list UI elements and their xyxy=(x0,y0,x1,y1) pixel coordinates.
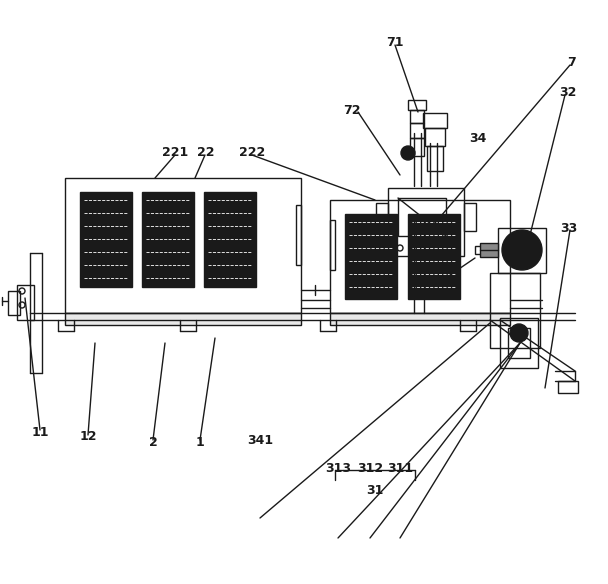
Text: 221: 221 xyxy=(162,145,188,158)
Bar xyxy=(330,220,335,270)
Text: 72: 72 xyxy=(344,103,361,116)
Bar xyxy=(345,214,397,299)
Bar xyxy=(65,313,301,325)
Bar xyxy=(427,146,443,171)
Bar xyxy=(17,285,34,320)
Bar xyxy=(204,192,256,287)
Text: 12: 12 xyxy=(79,430,97,443)
Bar xyxy=(330,200,510,313)
Bar xyxy=(464,203,476,231)
Text: 31: 31 xyxy=(366,484,384,496)
Text: 22: 22 xyxy=(197,145,215,158)
Text: 7: 7 xyxy=(568,55,576,68)
Text: 32: 32 xyxy=(559,85,576,99)
Bar xyxy=(480,243,498,257)
Bar xyxy=(508,328,530,358)
Bar xyxy=(398,198,446,236)
Text: 311: 311 xyxy=(387,461,413,474)
Text: 34: 34 xyxy=(469,131,486,144)
Bar xyxy=(388,188,464,256)
Text: 341: 341 xyxy=(247,433,273,447)
Text: 2: 2 xyxy=(148,436,157,450)
Bar xyxy=(410,138,424,156)
Bar xyxy=(410,110,424,123)
Circle shape xyxy=(401,146,415,160)
Bar xyxy=(142,192,194,287)
Text: 71: 71 xyxy=(386,36,404,48)
Bar xyxy=(80,192,132,287)
Text: 11: 11 xyxy=(31,426,49,439)
Bar xyxy=(425,128,445,146)
Bar xyxy=(475,246,485,254)
Bar xyxy=(8,291,20,315)
Text: 313: 313 xyxy=(325,461,351,474)
Text: 33: 33 xyxy=(561,221,578,235)
Bar xyxy=(330,313,510,325)
Text: 312: 312 xyxy=(357,461,383,474)
Text: 222: 222 xyxy=(239,145,265,158)
Bar xyxy=(558,381,578,393)
Bar xyxy=(490,273,540,348)
Bar xyxy=(500,318,538,368)
Bar xyxy=(408,214,460,299)
Circle shape xyxy=(502,230,542,270)
Bar xyxy=(296,205,301,265)
Text: 1: 1 xyxy=(196,436,204,450)
Bar xyxy=(408,100,426,110)
Bar xyxy=(498,228,546,273)
Circle shape xyxy=(510,324,528,342)
Bar xyxy=(423,113,447,128)
Bar xyxy=(65,178,301,313)
Bar xyxy=(376,203,388,231)
Bar xyxy=(410,123,424,138)
